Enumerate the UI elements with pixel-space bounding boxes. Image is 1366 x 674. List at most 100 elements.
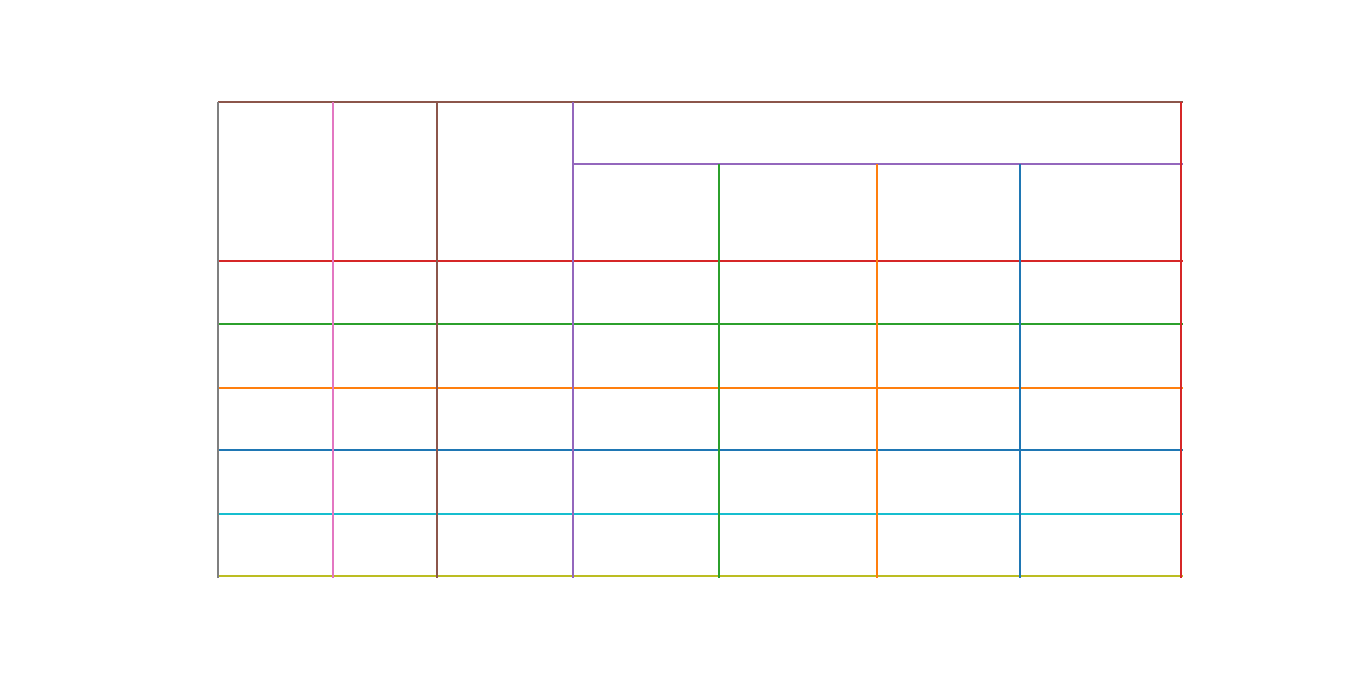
header-cell-1-text (333, 102, 437, 261)
table-cell-r1-c4 (719, 324, 877, 388)
header-cell-4-text (719, 164, 877, 261)
table-cell-r0-c4 (719, 261, 877, 324)
table-cell-r1-c5-text (877, 324, 1020, 388)
table-cell-r4-c5-text (877, 514, 1020, 576)
table-cell-r1-c6 (1020, 324, 1181, 388)
table-cell-r3-c6-text (1020, 450, 1181, 514)
table-cell-r0-c6 (1020, 261, 1181, 324)
table-cell-r4-c0-text (218, 514, 333, 576)
header-cell-4 (719, 164, 877, 261)
row-edge-5 (218, 513, 1183, 515)
table-cell-r4-c6-text (1020, 514, 1181, 576)
table-cell-r3-c0 (218, 450, 333, 514)
header-cell-5 (877, 164, 1020, 261)
table-cell-r1-c1-text (333, 324, 437, 388)
header-cell-5-text (877, 164, 1020, 261)
table-cell-r4-c2 (437, 514, 573, 576)
col-edge-4 (718, 164, 720, 578)
header-cell-3-text (573, 164, 719, 261)
table-cell-r4-c4 (719, 514, 877, 576)
col-edge-2 (436, 102, 438, 578)
table-cell-r2-c4 (719, 388, 877, 450)
table-cell-r1-c3-text (573, 324, 719, 388)
header-cell-2-text (437, 102, 573, 261)
table-cell-r0-c2 (437, 261, 573, 324)
col-edge-7-right-border (1180, 102, 1182, 578)
table-cell-r4-c1-text (333, 514, 437, 576)
header-merged-cell-text (573, 102, 1181, 164)
header-cell-0 (218, 102, 333, 261)
table-cell-r0-c3-text (573, 261, 719, 324)
table-cell-r4-c6 (1020, 514, 1181, 576)
table-cell-r1-c6-text (1020, 324, 1181, 388)
table-cell-r2-c0-text (218, 388, 333, 450)
table-cell-r1-c5 (877, 324, 1020, 388)
table-cell-r0-c1-text (333, 261, 437, 324)
table-cell-r1-c0 (218, 324, 333, 388)
table-cell-r3-c1-text (333, 450, 437, 514)
header-cell-6 (1020, 164, 1181, 261)
table-cell-r0-c3 (573, 261, 719, 324)
table-cell-r0-c5 (877, 261, 1020, 324)
table-cell-r2-c1-text (333, 388, 437, 450)
table-cell-r1-c2 (437, 324, 573, 388)
table-cell-r0-c0-text (218, 261, 333, 324)
table-cell-r3-c5 (877, 450, 1020, 514)
table-cell-r0-c5-text (877, 261, 1020, 324)
table-cell-r4-c2-text (437, 514, 573, 576)
header-cell-0-text (218, 102, 333, 261)
table-cell-r4-c5 (877, 514, 1020, 576)
table-cell-r2-c4-text (719, 388, 877, 450)
header-cell-6-text (1020, 164, 1181, 261)
table-cell-r4-c3 (573, 514, 719, 576)
table-cell-r3-c0-text (218, 450, 333, 514)
col-edge-5 (876, 164, 878, 578)
table-cell-r1-c0-text (218, 324, 333, 388)
row-edge-bottom-border (218, 575, 1183, 577)
table-cell-r1-c4-text (719, 324, 877, 388)
table-cell-r2-c6 (1020, 388, 1181, 450)
table-cell-r3-c4-text (719, 450, 877, 514)
table-cell-r3-c1 (333, 450, 437, 514)
col-edge-3 (572, 102, 574, 578)
table-cell-r2-c5-text (877, 388, 1020, 450)
table-cell-r4-c4-text (719, 514, 877, 576)
table-cell-r3-c4 (719, 450, 877, 514)
header-cell-2 (437, 102, 573, 261)
col-edge-1 (332, 102, 334, 578)
table-cell-r4-c0 (218, 514, 333, 576)
table-cell-r3-c2 (437, 450, 573, 514)
row-edge-top-border (218, 101, 1183, 103)
table-cell-r2-c2 (437, 388, 573, 450)
header-merged-cell (573, 102, 1181, 164)
table-cell-r3-c5-text (877, 450, 1020, 514)
table-cell-r2-c6-text (1020, 388, 1181, 450)
table-cell-r2-c3-text (573, 388, 719, 450)
row-edge-2 (218, 323, 1183, 325)
table-cell-r0-c6-text (1020, 261, 1181, 324)
col-edge-6 (1019, 164, 1021, 578)
header-cell-1 (333, 102, 437, 261)
table-cell-r2-c3 (573, 388, 719, 450)
table-cell-r2-c5 (877, 388, 1020, 450)
table-cell-r3-c3 (573, 450, 719, 514)
table-cell-r0-c2-text (437, 261, 573, 324)
table-cell-r0-c1 (333, 261, 437, 324)
header-cell-3 (573, 164, 719, 261)
table-cell-r3-c3-text (573, 450, 719, 514)
table-cell-r0-c0 (218, 261, 333, 324)
table-cell-r2-c2-text (437, 388, 573, 450)
table-cell-r1-c1 (333, 324, 437, 388)
table-cell-r4-c3-text (573, 514, 719, 576)
row-edge-3 (218, 387, 1183, 389)
table-cell-r3-c6 (1020, 450, 1181, 514)
table-cell-r1-c2-text (437, 324, 573, 388)
table-cell-r1-c3 (573, 324, 719, 388)
table-cell-r0-c4-text (719, 261, 877, 324)
row-edge-1 (218, 260, 1183, 262)
table-cell-r4-c1 (333, 514, 437, 576)
table-cell-r2-c0 (218, 388, 333, 450)
table-cell-r3-c2-text (437, 450, 573, 514)
col-edge-0-left-border (217, 102, 219, 578)
